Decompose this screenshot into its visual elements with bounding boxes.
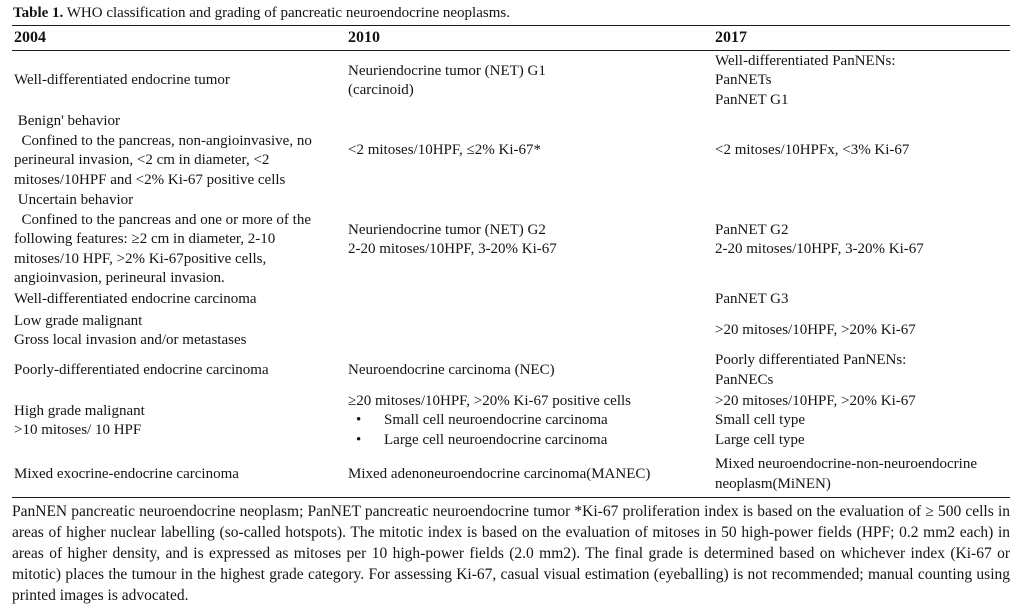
table-body: Well-differentiated endocrine tumor Neuri… [12, 51, 1010, 497]
cell-line: Mixed neuroendocrine-non-neuroendocrine [715, 456, 977, 472]
table-title-label: Table 1. [13, 5, 64, 21]
table-cell-2004: Well-differentiated endocrine carcinoma [12, 290, 346, 310]
table-cell-2004: Low grade malignant Gross local invasion … [12, 312, 346, 351]
table-cell-2010: Neuriendocrine tumor (NET) G1 (carcinoid) [346, 62, 713, 101]
cell-line: Uncertain behavior [14, 192, 134, 209]
cell-line: PanNET G2 [715, 221, 789, 238]
table-row: Mixed exocrine-endocrine carcinoma Mixed … [12, 452, 1010, 497]
table-cell-2010: ≥20 mitoses/10HPF, >20% Ki-67 positive c… [346, 392, 713, 451]
bullet-text: Small cell neuroendocrine carcinoma [384, 412, 608, 429]
bullet-icon: • [356, 412, 362, 429]
table-row: High grade malignant >10 mitoses/ 10 HPF ≥… [12, 390, 1010, 452]
cell-line: <2 mitoses/10HPF, ≤2% Ki-67* [348, 142, 542, 159]
bullet-icon: • [356, 431, 362, 448]
cell-line: Well-differentiated endocrine tumor [14, 72, 230, 89]
bullet-text: Large cell neuroendocrine carcinoma [384, 431, 608, 448]
table-cell-2017: PanNET G2 2-20 mitoses/10HPF, 3-20% Ki-67 [713, 221, 1010, 260]
cell-line: Poorly differentiated PanNENs: [715, 352, 907, 368]
table-title: Table 1. WHO classification and grading … [12, 3, 1010, 25]
table-row: Benign' behavior Confined to the pancrea… [12, 111, 1010, 191]
table-header-row: 2004 2010 2017 [12, 26, 1010, 51]
table-row: Well-differentiated endocrine carcinoma P… [12, 289, 1010, 311]
cell-line: 2-20 mitoses/10HPF, 3-20% Ki-67 [715, 241, 924, 257]
table-cell-2010: <2 mitoses/10HPF, ≤2% Ki-67* [346, 141, 713, 161]
table-row: Low grade malignant Gross local invasion … [12, 311, 1010, 351]
table-cell-2017: PanNET G3 [713, 290, 1010, 310]
cell-line: PanNECs [715, 371, 774, 388]
column-header-2010: 2010 [348, 29, 380, 46]
table-cell-2004: Benign' behavior Confined to the pancrea… [12, 112, 346, 190]
cell-line: Large cell type [715, 431, 805, 448]
cell-line: Gross local invasion and/or metastases [14, 332, 247, 348]
column-header-2017: 2017 [715, 29, 747, 46]
table-row: Well-differentiated endocrine tumor Neuri… [12, 51, 1010, 111]
table-cell-2017: <2 mitoses/10HPFx, <3% Ki-67 [713, 141, 1010, 161]
cell-line: >10 mitoses/ 10 HPF [14, 422, 142, 438]
cell-line: Neuroendocrine carcinoma (NEC) [348, 361, 555, 378]
cell-line: PanNETs [715, 72, 772, 89]
column-header-2004: 2004 [14, 29, 46, 46]
table-cell-2017: >20 mitoses/10HPF, >20% Ki-67 [713, 321, 1010, 341]
cell-line: Mixed adenoneuroendocrine carcinoma(MANE… [348, 465, 651, 482]
cell-line: Poorly-differentiated endocrine carcinom… [14, 361, 269, 378]
cell-line: neoplasm(MiNEN) [715, 475, 831, 492]
cell-line: Confined to the pancreas and one or more… [14, 211, 315, 287]
table-cell-2010: Neuriendocrine tumor (NET) G2 2-20 mitose… [346, 221, 713, 260]
cell-line: • Small cell neuroendocrine carcinoma [348, 411, 709, 431]
cell-line: • Large cell neuroendocrine carcinoma [348, 431, 709, 451]
table-cell-2004: Uncertain behavior Confined to the pancr… [12, 191, 346, 289]
cell-line: Low grade malignant [14, 312, 143, 329]
table-cell-2017: Well-differentiated PanNENs: PanNETs PanNE… [713, 52, 1010, 111]
cell-line: >20 mitoses/10HPF, >20% Ki-67 [715, 392, 916, 409]
table-cell-2004: Poorly-differentiated endocrine carcinom… [12, 361, 346, 381]
table-cell-2010: Mixed adenoneuroendocrine carcinoma(MANE… [346, 465, 713, 485]
cell-line: Benign' behavior [14, 113, 121, 129]
cell-line: Small cell type [715, 412, 805, 429]
table-title-text: WHO classification and grading of pancre… [63, 5, 510, 21]
table-cell-2004: High grade malignant >10 mitoses/ 10 HPF [12, 402, 346, 441]
table-cell-2010: Neuroendocrine carcinoma (NEC) [346, 361, 713, 381]
cell-line: Neuriendocrine tumor (NET) G2 [348, 221, 546, 238]
cell-line: Mixed exocrine-endocrine carcinoma [14, 465, 239, 482]
cell-line: >20 mitoses/10HPF, >20% Ki-67 [715, 322, 916, 339]
cell-line: Confined to the pancreas, non-angioinvas… [14, 132, 316, 188]
table-cell-2017: >20 mitoses/10HPF, >20% Ki-67 Small cell … [713, 392, 1010, 451]
cell-line: (carcinoid) [348, 82, 414, 98]
table-cell-2017: Mixed neuroendocrine-non-neuroendocrine n… [713, 455, 1010, 494]
who-classification-table: 2004 2010 2017 Well-differentiated endoc… [12, 25, 1010, 498]
cell-line: Well-differentiated PanNENs: [715, 52, 896, 69]
table-cell-2004: Well-differentiated endocrine tumor [12, 71, 346, 91]
cell-line: Neuriendocrine tumor (NET) G1 [348, 62, 546, 79]
table-footnote: PanNEN pancreatic neuroendocrine neoplas… [12, 503, 1010, 604]
cell-line: 2-20 mitoses/10HPF, 3-20% Ki-67 [348, 241, 557, 257]
cell-line: <2 mitoses/10HPFx, <3% Ki-67 [715, 142, 910, 159]
cell-line: High grade malignant [14, 402, 145, 419]
table-cell-2017: Poorly differentiated PanNENs: PanNECs [713, 351, 1010, 390]
cell-line: PanNET G1 [715, 91, 789, 108]
table-row: Uncertain behavior Confined to the pancr… [12, 191, 1010, 289]
cell-line: PanNET G3 [715, 291, 789, 308]
table-row: Poorly-differentiated endocrine carcinom… [12, 351, 1010, 390]
table-cell-2004: Mixed exocrine-endocrine carcinoma [12, 465, 346, 485]
cell-line: Well-differentiated endocrine carcinoma [14, 291, 257, 308]
cell-line: ≥20 mitoses/10HPF, >20% Ki-67 positive c… [348, 392, 631, 409]
